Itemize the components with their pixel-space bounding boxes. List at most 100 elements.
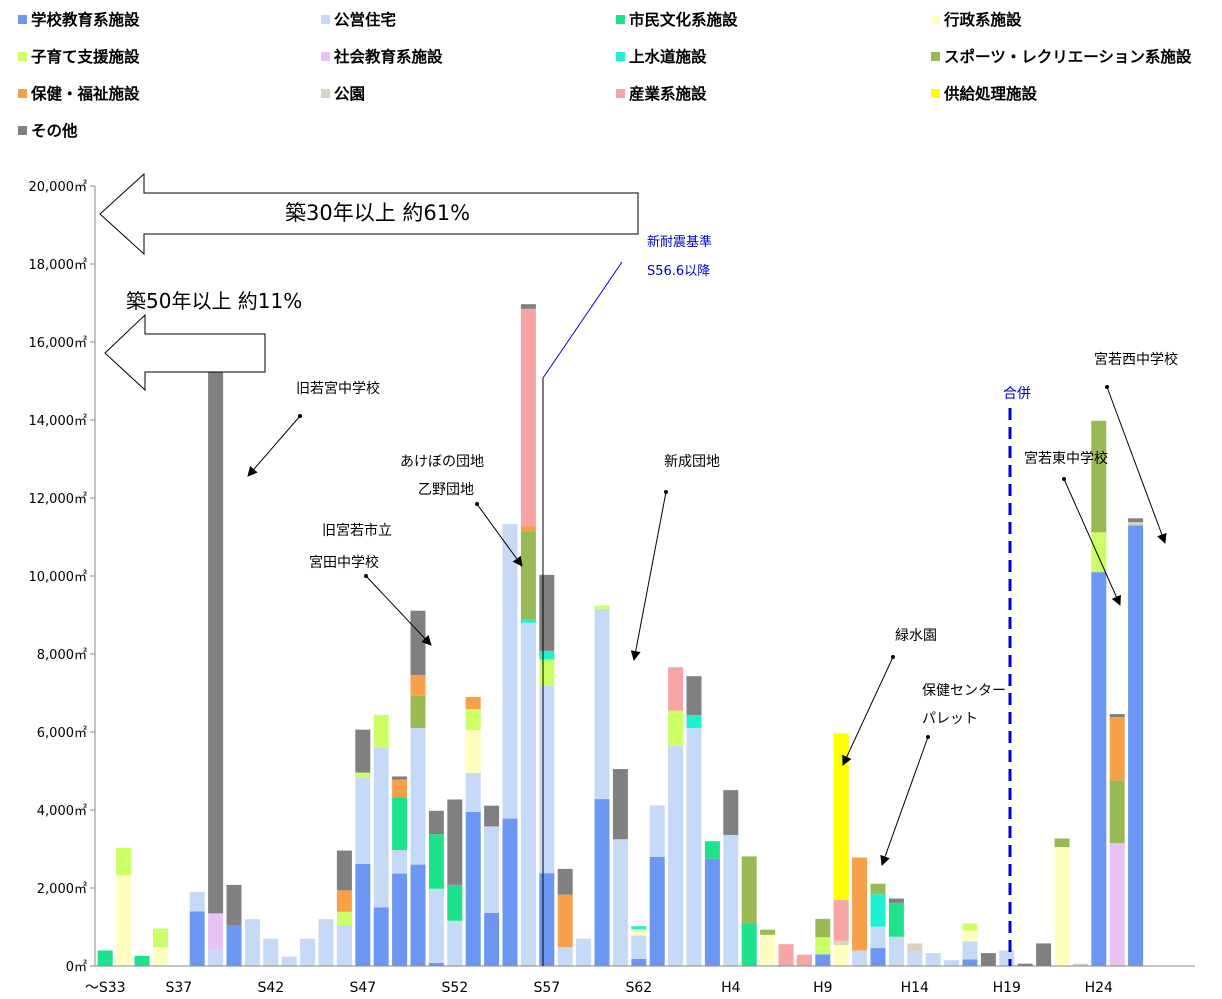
bar-segment [925, 953, 941, 966]
bar-segment [1072, 963, 1088, 966]
legend-item: 公園 [321, 82, 365, 104]
bar-segment [520, 526, 536, 532]
x-tick-label: H14 [901, 980, 929, 996]
bar-segment [815, 918, 831, 938]
bar-segment [152, 928, 168, 948]
y-tick-label: 12,000㎡ [29, 492, 88, 507]
bar-segment [1054, 847, 1070, 966]
bar-segment [888, 898, 904, 903]
legend-item: 子育て支援施設 [18, 45, 140, 67]
bar-segment [520, 619, 536, 623]
bar-segment [410, 864, 426, 966]
bar-segment [686, 676, 702, 716]
bar-segment [392, 850, 408, 874]
arrow-50-label: 築50年以上 約11% [126, 289, 302, 313]
bar-segment [852, 857, 868, 951]
legend-label: 学校教育系施設 [31, 11, 140, 29]
label-akebono-1: あけぼの団地 [400, 454, 484, 470]
legend-swatch [931, 51, 940, 61]
legend-label: 社会教育系施設 [334, 48, 443, 66]
y-tick-label: 16,000㎡ [29, 336, 88, 351]
bar-segment [539, 873, 555, 966]
bar-segment [355, 863, 371, 966]
bar-segment [888, 936, 904, 966]
bar-segment [539, 659, 555, 686]
y-tick-label: 8,000㎡ [37, 648, 87, 663]
legend-label: 供給処理施設 [944, 85, 1038, 103]
x-tick-label: H19 [993, 980, 1021, 996]
legend-swatch [18, 14, 27, 24]
bar-segment [962, 941, 978, 960]
bar-segment [594, 605, 610, 609]
legend-swatch [616, 51, 625, 61]
bar-segment [833, 900, 849, 941]
label-miyata-2: 宮田中学校 [309, 554, 379, 571]
bar-segment [373, 747, 389, 908]
bar-segment [631, 935, 647, 959]
bar-segment [576, 938, 592, 966]
legend-item: 供給処理施設 [931, 82, 1037, 104]
bar-segment [336, 850, 352, 891]
bar-segment [447, 799, 463, 885]
bar-segment [502, 524, 518, 819]
bars [97, 304, 1144, 966]
bar-segment [465, 708, 481, 731]
bar-segment [815, 937, 831, 955]
bar-segment [999, 950, 1015, 966]
legend-item: 公営住宅 [321, 8, 396, 30]
bar-segment [428, 834, 444, 889]
bar-segment [741, 856, 757, 924]
bar-segment [668, 745, 684, 966]
bar-segment [152, 947, 168, 966]
legend-label: 公園 [334, 85, 366, 103]
x-tick-label: S62 [625, 980, 652, 996]
bar-segment [1109, 714, 1125, 718]
bar-segment [686, 728, 702, 966]
bar-segment [962, 923, 978, 931]
legend-label: 上水道施設 [629, 48, 707, 66]
bar-segment [1128, 525, 1144, 966]
bar-segment [355, 772, 371, 779]
bar-segment [226, 925, 242, 966]
bar-segment [557, 868, 573, 895]
bar-segment [281, 956, 297, 966]
bar-segment [1109, 843, 1125, 966]
bar-segment [116, 847, 132, 876]
shintaishin-leader [542, 261, 623, 379]
bar-segment [668, 667, 684, 711]
shintaishin-label-1: 新耐震基準 [647, 234, 712, 250]
label-higashi: 宮若東中学校 [1024, 450, 1108, 467]
bar-segment [668, 710, 684, 746]
legend-label: その他 [31, 122, 78, 140]
y-tick-label: 0㎡ [66, 960, 87, 975]
bar-segment [539, 574, 555, 651]
bar-segment [557, 894, 573, 948]
bar-segment [484, 912, 500, 966]
bar-segment [852, 950, 868, 966]
x-tick-label: S37 [165, 980, 192, 996]
bar-segment [410, 728, 426, 865]
bar-segment [208, 347, 224, 914]
bar-segment [428, 810, 444, 835]
legend-item: 上水道施設 [616, 45, 707, 67]
bar-segment [410, 675, 426, 696]
bar-segment [796, 954, 812, 966]
x-tick-label: S52 [441, 980, 468, 996]
bar-segment [465, 772, 481, 812]
bar-segment [447, 920, 463, 966]
bar-segment [208, 913, 224, 951]
bar-segment [520, 308, 536, 527]
arrow-30-years: 築30年以上 約61% [99, 172, 639, 256]
bar-segment [741, 923, 757, 966]
bar-segment [392, 779, 408, 798]
bar-segment [392, 797, 408, 851]
bar-segment [723, 790, 739, 835]
legend: 学校教育系施設 公営住宅 市民文化系施設 行政系施設 子育て支援施設 社会教育系施設 上水道… [18, 8, 1218, 140]
bar-segment [1054, 838, 1070, 848]
bar-segment [336, 925, 352, 966]
bar-segment [833, 944, 849, 966]
bar-segment [870, 948, 886, 966]
bar-segment [704, 841, 720, 859]
bar-segment [980, 953, 996, 966]
legend-swatch [18, 125, 27, 135]
